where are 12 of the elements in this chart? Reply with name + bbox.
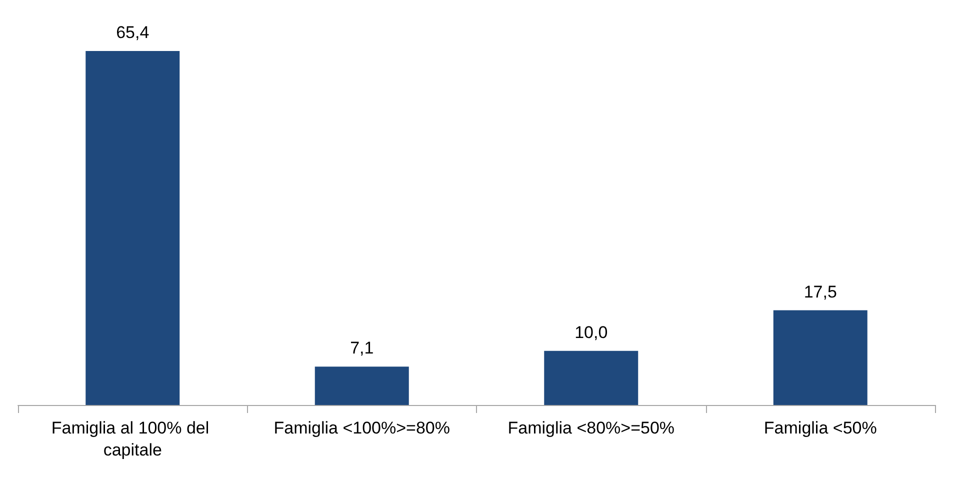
bar bbox=[314, 366, 409, 405]
x-tick-label: Famiglia <100%>=80% bbox=[274, 418, 450, 438]
bar bbox=[773, 310, 868, 405]
x-tick-label: Famiglia <80%>=50% bbox=[508, 418, 675, 438]
data-label: 7,1 bbox=[350, 338, 374, 358]
data-label: 17,5 bbox=[804, 282, 837, 302]
x-tick-label: Famiglia al 100% del capitale bbox=[51, 418, 214, 460]
bar bbox=[544, 350, 638, 405]
data-label: 65,4 bbox=[116, 23, 150, 42]
x-tick-label: Famiglia <50% bbox=[764, 418, 877, 438]
data-label: 10,0 bbox=[574, 322, 608, 342]
bar bbox=[86, 51, 180, 405]
